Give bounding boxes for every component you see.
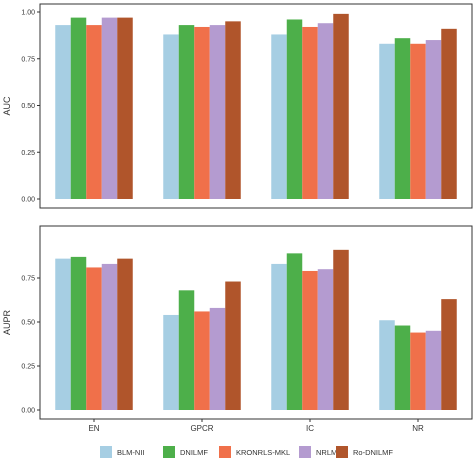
bar-aupr-en-ro-dnilmf: [117, 258, 133, 410]
bar-aupr-gpcr-ro-dnilmf: [225, 281, 241, 410]
bar-auc-ic-kronrls-mkl: [302, 26, 318, 200]
panel-1-ytick-label-2: 0.50: [21, 103, 35, 110]
legend-label-kronrls-mkl: KRONRLS-MKL: [236, 448, 290, 457]
bar-auc-nr-kronrls-mkl: [410, 43, 426, 199]
bar-auc-gpcr-blm-nii: [163, 34, 179, 199]
legend-swatch-nrlmf: [299, 446, 311, 458]
bar-aupr-en-blm-nii: [55, 258, 71, 410]
panel-2-ytick-label-2: 0.50: [21, 320, 35, 327]
bar-aupr-ic-blm-nii: [271, 263, 287, 410]
bar-aupr-gpcr-blm-nii: [163, 314, 179, 410]
legend-swatch-blm-nii: [100, 446, 112, 458]
legend-swatch-dnilmf: [163, 446, 175, 458]
bar-auc-gpcr-dnilmf: [178, 25, 195, 200]
bar-aupr-gpcr-kronrls-mkl: [194, 311, 210, 410]
bar-aupr-ic-kronrls-mkl: [302, 270, 318, 410]
xtick-label-en: EN: [88, 424, 99, 433]
bar-auc-en-blm-nii: [55, 25, 71, 200]
bar-auc-nr-dnilmf: [394, 38, 411, 200]
bar-aupr-ic-ro-dnilmf: [333, 249, 349, 410]
bar-aupr-nr-nrlmf: [425, 330, 442, 410]
xtick-label-gpcr: GPCR: [190, 424, 213, 433]
legend-label-ro-dnilmf: Ro-DNILMF: [353, 448, 393, 457]
bar-auc-nr-blm-nii: [379, 43, 395, 199]
bar-auc-ic-ro-dnilmf: [333, 13, 349, 200]
bar-auc-en-kronrls-mkl: [86, 25, 102, 200]
bar-auc-ic-dnilmf: [286, 19, 303, 200]
bar-auc-nr-nrlmf: [425, 40, 442, 199]
bar-aupr-en-nrlmf: [101, 263, 118, 410]
panel-2-ylabel: AUPR: [2, 310, 12, 336]
legend-label-dnilmf: DNILMF: [180, 448, 208, 457]
panel-1-ylabel: AUC: [2, 96, 12, 116]
bar-auc-ic-nrlmf: [317, 23, 334, 199]
bar-aupr-en-kronrls-mkl: [86, 267, 102, 410]
bar-aupr-ic-dnilmf: [286, 253, 303, 410]
panel-2-ytick-label-0: 0.00: [21, 408, 35, 415]
bar-auc-nr-ro-dnilmf: [441, 28, 457, 199]
bar-auc-en-ro-dnilmf: [117, 17, 133, 199]
bar-aupr-gpcr-dnilmf: [178, 290, 195, 410]
bar-auc-gpcr-kronrls-mkl: [194, 26, 210, 200]
bar-auc-en-nrlmf: [101, 17, 118, 199]
bar-aupr-gpcr-nrlmf: [209, 307, 226, 410]
bar-auc-en-dnilmf: [70, 17, 87, 199]
legend-swatch-ro-dnilmf: [336, 446, 348, 458]
bar-aupr-en-dnilmf: [70, 256, 87, 410]
bar-aupr-nr-ro-dnilmf: [441, 299, 457, 410]
panel-2-ytick-label-1: 0.25: [21, 364, 35, 371]
bar-auc-gpcr-ro-dnilmf: [225, 21, 241, 199]
legend-label-nrlmf: NRLMF: [316, 448, 342, 457]
panel-1-ytick-label-0: 0.00: [21, 197, 35, 204]
panel-1-ytick-label-3: 0.75: [21, 56, 35, 63]
bar-aupr-nr-blm-nii: [379, 320, 395, 410]
bar-aupr-nr-kronrls-mkl: [410, 332, 426, 410]
panel-2-ytick-label-3: 0.75: [21, 276, 35, 283]
xtick-label-nr: NR: [412, 424, 424, 433]
bar-aupr-nr-dnilmf: [394, 325, 411, 410]
bar-auc-gpcr-nrlmf: [209, 25, 226, 200]
bar-auc-ic-blm-nii: [271, 34, 287, 199]
legend-swatch-kronrls-mkl: [219, 446, 231, 458]
bar-aupr-ic-nrlmf: [317, 269, 334, 410]
panel-1-ytick-label-4: 1.00: [21, 10, 35, 17]
panel-1-ytick-label-1: 0.25: [21, 150, 35, 157]
xtick-label-ic: IC: [306, 424, 314, 433]
legend-label-blm-nii: BLM-NII: [117, 448, 145, 457]
